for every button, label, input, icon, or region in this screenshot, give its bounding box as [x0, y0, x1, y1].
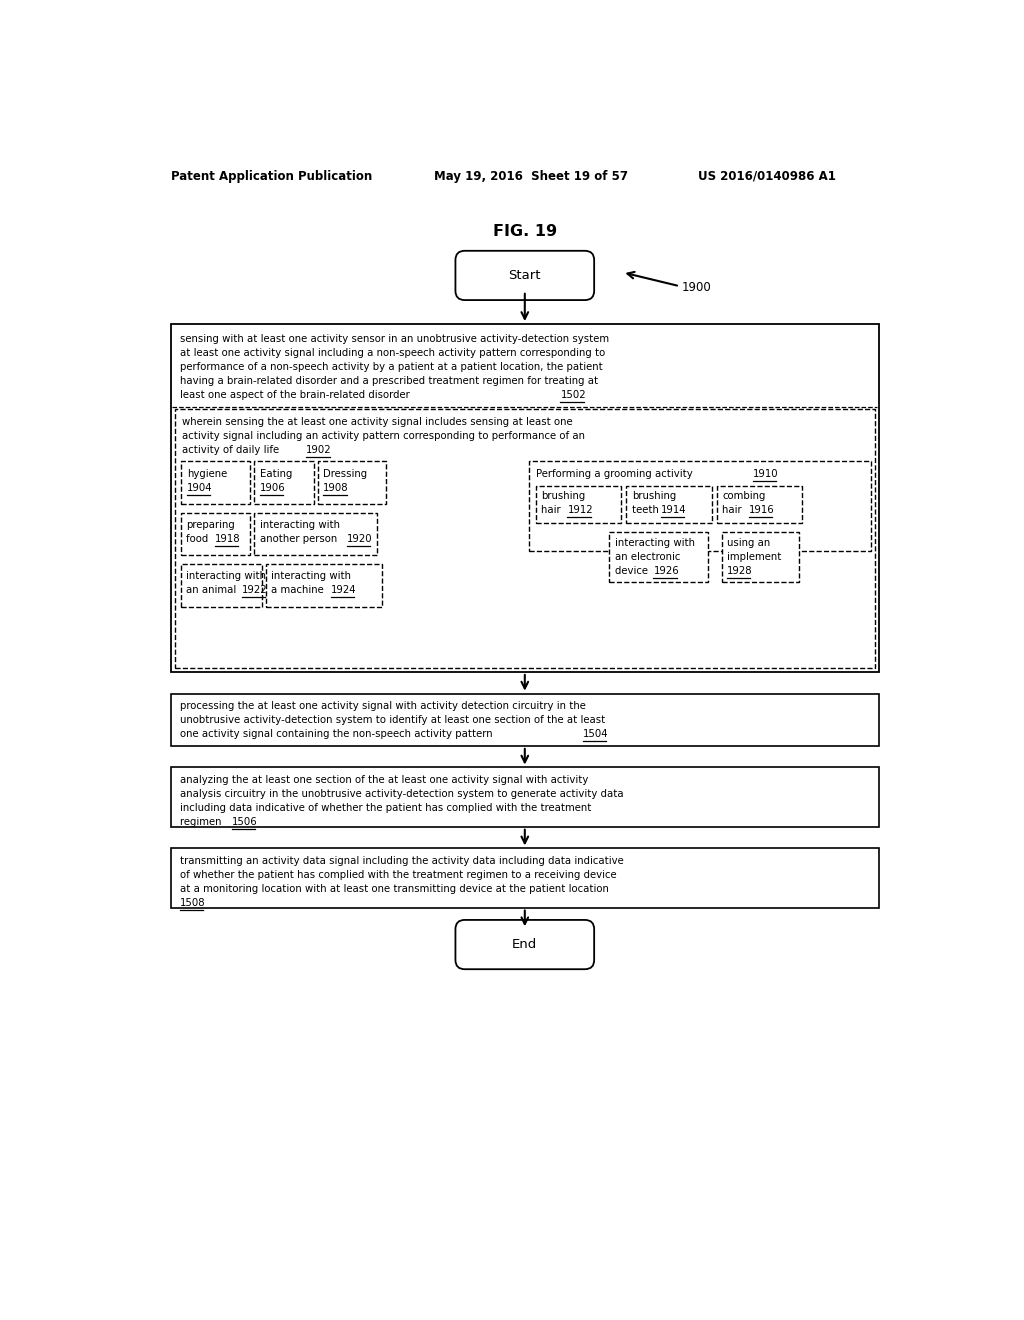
- FancyBboxPatch shape: [529, 461, 871, 552]
- Text: 1506: 1506: [231, 817, 258, 828]
- Text: combing: combing: [722, 491, 766, 502]
- Text: at a monitoring location with at least one transmitting device at the patient lo: at a monitoring location with at least o…: [180, 884, 609, 894]
- Text: implement: implement: [727, 552, 781, 562]
- Text: an animal: an animal: [186, 586, 240, 595]
- Text: interacting with: interacting with: [271, 572, 351, 581]
- Text: an electronic: an electronic: [614, 552, 680, 562]
- Text: Dressing: Dressing: [324, 469, 368, 479]
- FancyBboxPatch shape: [456, 920, 594, 969]
- Text: 1908: 1908: [324, 483, 349, 494]
- Text: Performing a grooming activity: Performing a grooming activity: [536, 469, 695, 479]
- Text: 1904: 1904: [187, 483, 213, 494]
- FancyBboxPatch shape: [171, 693, 879, 746]
- Text: food: food: [186, 533, 212, 544]
- Text: 1922: 1922: [242, 586, 267, 595]
- Text: device: device: [614, 566, 651, 577]
- Text: performance of a non-speech activity by a patient at a patient location, the pat: performance of a non-speech activity by …: [180, 362, 603, 372]
- Text: wherein sensing the at least one activity signal includes sensing at least one: wherein sensing the at least one activit…: [182, 417, 572, 428]
- Text: brushing: brushing: [541, 491, 586, 502]
- Text: 1912: 1912: [567, 506, 593, 515]
- FancyBboxPatch shape: [180, 513, 251, 556]
- Text: processing the at least one activity signal with activity detection circuitry in: processing the at least one activity sig…: [180, 701, 586, 711]
- Text: at least one activity signal including a non-speech activity pattern correspondi: at least one activity signal including a…: [180, 348, 605, 358]
- FancyBboxPatch shape: [627, 486, 712, 523]
- Text: 1924: 1924: [331, 586, 356, 595]
- Text: interacting with: interacting with: [186, 572, 266, 581]
- FancyBboxPatch shape: [536, 486, 621, 523]
- Text: Eating: Eating: [260, 469, 292, 479]
- FancyBboxPatch shape: [254, 461, 314, 504]
- Text: activity of daily life: activity of daily life: [182, 445, 283, 455]
- Text: hair: hair: [541, 506, 564, 515]
- Text: teeth: teeth: [632, 506, 662, 515]
- Text: 1508: 1508: [180, 898, 206, 908]
- FancyBboxPatch shape: [456, 251, 594, 300]
- Text: 1910: 1910: [753, 469, 778, 479]
- Text: hair: hair: [722, 506, 745, 515]
- Text: preparing: preparing: [186, 520, 234, 529]
- Text: another person: another person: [260, 533, 340, 544]
- Text: 1920: 1920: [346, 533, 372, 544]
- FancyBboxPatch shape: [174, 409, 876, 668]
- FancyBboxPatch shape: [171, 849, 879, 908]
- FancyBboxPatch shape: [722, 532, 799, 582]
- Text: interacting with: interacting with: [260, 520, 340, 529]
- Text: analyzing the at least one section of the at least one activity signal with acti: analyzing the at least one section of th…: [180, 775, 589, 785]
- Text: 1504: 1504: [583, 729, 608, 739]
- Text: including data indicative of whether the patient has complied with the treatment: including data indicative of whether the…: [180, 803, 591, 813]
- Text: sensing with at least one activity sensor in an unobtrusive activity-detection s: sensing with at least one activity senso…: [180, 334, 609, 345]
- FancyBboxPatch shape: [254, 513, 377, 556]
- Text: interacting with: interacting with: [614, 539, 694, 548]
- Text: transmitting an activity data signal including the activity data including data : transmitting an activity data signal inc…: [180, 855, 624, 866]
- Text: 1502: 1502: [560, 389, 586, 400]
- FancyBboxPatch shape: [180, 461, 251, 504]
- FancyBboxPatch shape: [180, 565, 262, 607]
- Text: activity signal including an activity pattern corresponding to performance of an: activity signal including an activity pa…: [182, 432, 586, 441]
- Text: having a brain-related disorder and a prescribed treatment regimen for treating : having a brain-related disorder and a pr…: [180, 376, 598, 385]
- Text: Start: Start: [509, 269, 541, 282]
- Text: 1902: 1902: [306, 445, 332, 455]
- Text: 1926: 1926: [653, 566, 679, 577]
- Text: hygiene: hygiene: [187, 469, 227, 479]
- Text: End: End: [512, 939, 538, 952]
- Text: of whether the patient has complied with the treatment regimen to a receiving de: of whether the patient has complied with…: [180, 870, 616, 880]
- Text: 1906: 1906: [260, 483, 286, 494]
- Text: unobtrusive activity-detection system to identify at least one section of the at: unobtrusive activity-detection system to…: [180, 715, 605, 725]
- Text: one activity signal containing the non-speech activity pattern: one activity signal containing the non-s…: [180, 729, 496, 739]
- Text: FIG. 19: FIG. 19: [493, 224, 557, 239]
- Text: US 2016/0140986 A1: US 2016/0140986 A1: [697, 170, 836, 183]
- Text: brushing: brushing: [632, 491, 676, 502]
- FancyBboxPatch shape: [171, 767, 879, 826]
- Text: regimen: regimen: [180, 817, 224, 828]
- FancyBboxPatch shape: [317, 461, 386, 504]
- FancyBboxPatch shape: [171, 323, 879, 672]
- Text: Patent Application Publication: Patent Application Publication: [171, 170, 372, 183]
- Text: 1914: 1914: [662, 506, 687, 515]
- FancyBboxPatch shape: [609, 532, 709, 582]
- Text: least one aspect of the brain-related disorder: least one aspect of the brain-related di…: [180, 389, 413, 400]
- Text: using an: using an: [727, 539, 770, 548]
- FancyBboxPatch shape: [266, 565, 382, 607]
- Text: 1918: 1918: [215, 533, 241, 544]
- Text: 1928: 1928: [727, 566, 753, 577]
- Text: 1900: 1900: [682, 281, 712, 294]
- FancyBboxPatch shape: [717, 486, 802, 523]
- Text: 1916: 1916: [749, 506, 774, 515]
- Text: May 19, 2016  Sheet 19 of 57: May 19, 2016 Sheet 19 of 57: [434, 170, 628, 183]
- Text: analysis circuitry in the unobtrusive activity-detection system to generate acti: analysis circuitry in the unobtrusive ac…: [180, 789, 624, 799]
- Text: a machine: a machine: [271, 586, 328, 595]
